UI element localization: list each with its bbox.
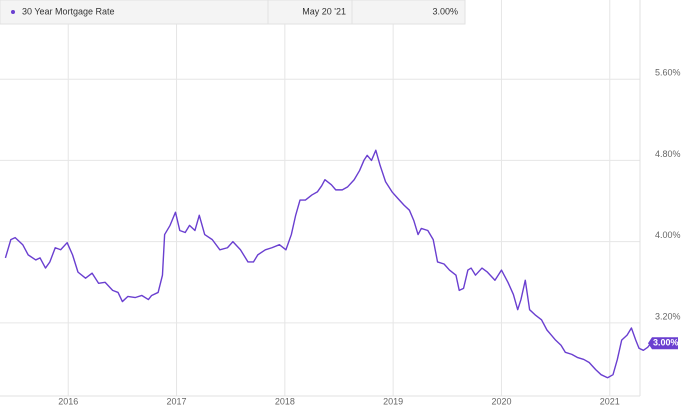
legend-marker [11,10,15,14]
last-value-flag [648,337,678,350]
legend-label: 30 Year Mortgage Rate [22,6,115,16]
header: 30 Year Mortgage Rate May 20 '21 3.00% [0,0,466,25]
x-tick-label: 2017 [167,396,187,406]
y-tick-label: 4.00% [655,230,681,240]
last-value-label: 3.00% [653,338,679,348]
y-tick-label: 3.20% [655,311,681,321]
x-tick-label: 2018 [275,396,295,406]
y-tick-label: 4.80% [655,149,681,159]
x-tick-label: 2016 [58,396,78,406]
series-line [4,149,652,379]
x-tick-label: 2021 [600,396,620,406]
header-date: May 20 '21 [302,6,346,16]
x-tick-label: 2020 [491,396,511,406]
header-value: 3.00% [432,6,458,16]
y-tick-label: 5.60% [655,68,681,78]
header-box [0,0,466,25]
x-tick-label: 2019 [383,396,403,406]
